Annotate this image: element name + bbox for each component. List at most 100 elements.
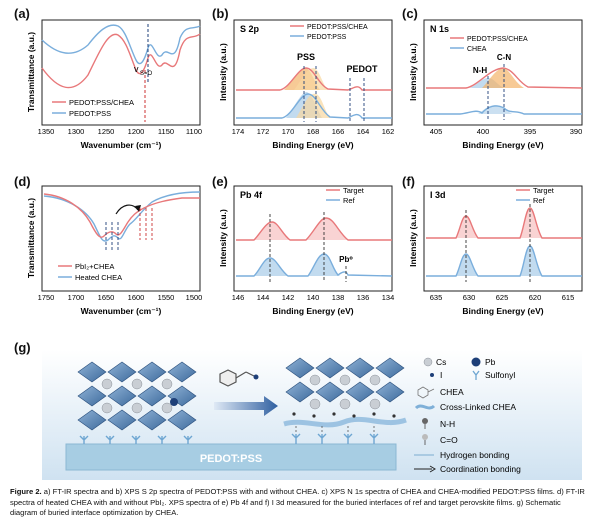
panel-b-tick-3: 168 — [307, 127, 320, 136]
legend-coord: Coordination bonding — [440, 464, 521, 474]
sulfonyl-icon — [472, 370, 480, 380]
legend-cs: Cs — [436, 357, 446, 367]
panel-a-ylabel: Transmittance (a.u.) — [26, 32, 36, 112]
caption-lead: Figure 2. — [10, 487, 42, 496]
legend-co: C=O — [440, 435, 458, 445]
panel-e-peak-pb0: Pb⁰ — [339, 255, 353, 264]
panel-a-legend-0: PEDOT:PSS/CHEA — [69, 98, 134, 107]
panel-a-tick-4: 1150 — [158, 127, 174, 136]
panel-b-curve-red — [236, 67, 392, 91]
substrate-label: PEDOT:PSS — [200, 453, 262, 465]
panel-b-legend-1: PEDOT:PSS — [307, 34, 347, 41]
panel-e-tick-5: 136 — [357, 293, 370, 302]
panel-a-annotation: v — [134, 64, 139, 74]
panel-g-label: (g) — [14, 340, 31, 355]
panel-a-annotation-sub: S=O — [140, 71, 153, 77]
panel-c-peak-nh: N-H — [473, 66, 487, 75]
panel-a-xlabel: Wavenumber (cm⁻¹) — [81, 140, 162, 150]
figure-caption: Figure 2. a) FT-IR spectra and b) XPS S … — [10, 487, 590, 519]
panel-e-legend-1: Ref — [343, 196, 356, 205]
panel-d-chart: PbI₂+CHEA Heated CHEA 1750 1700 1650 160… — [26, 185, 203, 316]
panel-c-legend-1: CHEA — [467, 46, 487, 53]
panel-c-tick-1: 400 — [477, 127, 490, 136]
panel-b-tick-4: 166 — [332, 127, 345, 136]
panel-a-tick-2: 1250 — [98, 127, 115, 136]
legend-chea: CHEA — [440, 387, 464, 397]
panel-a-tick-3: 1200 — [128, 127, 145, 136]
panel-c-tick-0: 405 — [430, 127, 443, 136]
panel-e-curve-red — [236, 217, 392, 241]
panel-e-tick-1: 144 — [257, 293, 270, 302]
panel-b-tick-0: 174 — [232, 127, 245, 136]
panel-d-legend-0: PbI₂+CHEA — [75, 262, 114, 271]
panel-a-curve-blue — [41, 24, 201, 65]
panel-b-label: (b) — [212, 6, 229, 21]
panel-f-ylabel: Intensity (a.u.) — [408, 209, 418, 267]
panel-d-tick-0: 1750 — [38, 293, 55, 302]
chea-icon — [417, 386, 435, 399]
panel-a-tick-5: 1100 — [186, 127, 202, 136]
legend-sulfonyl: Sulfonyl — [485, 370, 515, 380]
panel-a-legend-1: PEDOT:PSS — [69, 109, 111, 118]
legend-hbond: Hydrogen bonding — [440, 450, 510, 460]
perovskite-left — [77, 361, 197, 444]
panel-b-xlabel: Binding Energy (eV) — [272, 140, 353, 150]
panel-c-peak-cn: C-N — [497, 53, 511, 62]
panel-e-label: (e) — [212, 174, 228, 189]
panel-f-tick-4: 615 — [562, 293, 575, 302]
legend-pb: Pb — [485, 357, 496, 367]
panel-b-peak-pedot: PEDOT — [346, 64, 378, 74]
panel-c-xlabel: Binding Energy (eV) — [462, 140, 543, 150]
pb-icon — [471, 357, 481, 367]
panel-b-title: S 2p — [240, 24, 260, 34]
panel-b-tick-6: 162 — [382, 127, 395, 136]
panel-b-peak-pss: PSS — [297, 52, 315, 62]
panel-f-title: I 3d — [430, 190, 446, 200]
panel-f-curve-red — [426, 207, 582, 239]
panel-c-ylabel: Intensity (a.u.) — [408, 43, 418, 101]
panel-d-ylabel: Transmittance (a.u.) — [26, 198, 36, 278]
cs-icon — [423, 357, 433, 367]
i-icon — [430, 373, 434, 377]
legend-i: I — [440, 370, 442, 380]
panel-e-ylabel: Intensity (a.u.) — [218, 209, 228, 267]
panel-e-tick-0: 146 — [232, 293, 245, 302]
panel-d-label: (d) — [14, 174, 31, 189]
panel-e-legend-0: Target — [343, 186, 365, 195]
panel-c-label: (c) — [402, 6, 418, 21]
panel-d-tick-3: 1600 — [128, 293, 145, 302]
panel-a-chart: v S=O PEDOT:PSS/CHEA PEDOT:PSS 1350 1300… — [26, 19, 202, 150]
panel-f-tick-0: 635 — [430, 293, 443, 302]
panel-f-tick-3: 620 — [529, 293, 542, 302]
panel-e-curve-blue — [236, 253, 393, 277]
panel-f-curve-blue — [426, 245, 582, 277]
panel-d-tick-4: 1550 — [158, 293, 175, 302]
co-icon — [422, 434, 428, 445]
panel-f-chart: I 3d Target Ref 635 630 625 620 615 Bind… — [408, 185, 583, 316]
panel-c-chart: N 1s PEDOT:PSS/CHEA CHEA N-H C-N 405 400… — [408, 19, 583, 150]
panel-d-legend-1: Heated CHEA — [75, 273, 122, 282]
panel-b-ylabel: Intensity (a.u.) — [218, 43, 228, 101]
panel-f-legend-1: Ref — [533, 196, 546, 205]
panel-c-legend-0: PEDOT:PSS/CHEA — [467, 36, 528, 43]
schematic-legend: Cs Pb I Sulfonyl CHEA Cross-Linked CHEA … — [414, 357, 521, 474]
substrate-layer — [65, 443, 397, 471]
panel-f-xlabel: Binding Energy (eV) — [462, 306, 543, 316]
panel-f-tick-1: 630 — [463, 293, 476, 302]
panel-a-curve-red — [41, 33, 201, 89]
perovskite-right — [283, 357, 407, 444]
panel-a-tick-1: 1300 — [68, 127, 85, 136]
nh-icon — [422, 418, 428, 429]
panel-d-xlabel: Wavenumber (cm⁻¹) — [81, 306, 162, 316]
panel-e-tick-4: 138 — [332, 293, 345, 302]
panel-b-tick-1: 172 — [257, 127, 270, 136]
panel-f-tick-2: 625 — [496, 293, 509, 302]
panel-d-tick-5: 1500 — [186, 293, 203, 302]
panel-g-schematic: PEDOT:PSS — [42, 350, 582, 480]
panel-e-tick-3: 140 — [307, 293, 320, 302]
panel-b-curve-blue — [236, 93, 392, 119]
legend-nh: N-H — [440, 419, 455, 429]
panel-d-tick-1: 1700 — [68, 293, 85, 302]
process-arrow — [214, 396, 278, 416]
panel-e-title: Pb 4f — [240, 190, 263, 200]
